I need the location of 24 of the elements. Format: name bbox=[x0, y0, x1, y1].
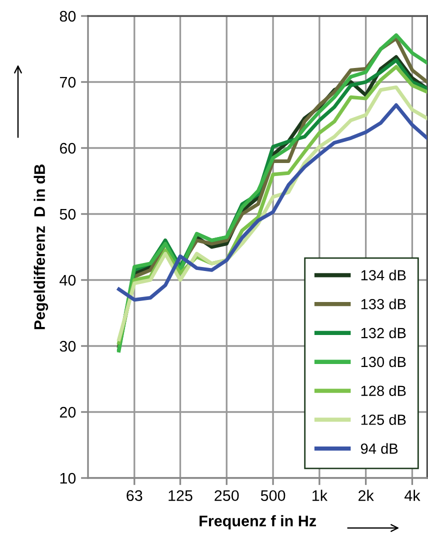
legend-label: 132 dB bbox=[361, 328, 406, 338]
x-axis-title: Frequenz f in Hz bbox=[200, 515, 316, 530]
x-tick-label: 500 bbox=[260, 490, 286, 502]
x-tick-label: 250 bbox=[214, 490, 239, 502]
y-tick-label: 30 bbox=[60, 340, 76, 352]
x-tick-label: 63 bbox=[126, 490, 142, 502]
legend-label: 130 dB bbox=[361, 356, 406, 368]
y-tick-label: 70 bbox=[60, 76, 76, 88]
x-tick-label: 2k bbox=[358, 490, 374, 501]
y-tick-label: 60 bbox=[60, 142, 76, 154]
y-tick-label: 40 bbox=[60, 274, 76, 286]
legend-label: 94 dB bbox=[360, 443, 398, 454]
y-tick-label: 20 bbox=[60, 406, 76, 418]
y-tick-label: 50 bbox=[60, 208, 76, 220]
x-tick-label: 1k bbox=[312, 490, 328, 501]
y-tick-label: 10 bbox=[60, 472, 76, 484]
y-tick-label: 80 bbox=[60, 10, 76, 22]
y-axis-title: Pegeldifferenz D in dB bbox=[34, 164, 48, 330]
legend-label: 134 dB bbox=[361, 270, 406, 280]
x-tick-label: 4k bbox=[404, 490, 420, 501]
x-tick-label: 125 bbox=[168, 490, 192, 502]
legend-label: 133 dB bbox=[361, 298, 406, 310]
legend-label: 125 dB bbox=[361, 414, 406, 425]
legend-label: 128 dB bbox=[361, 385, 406, 396]
